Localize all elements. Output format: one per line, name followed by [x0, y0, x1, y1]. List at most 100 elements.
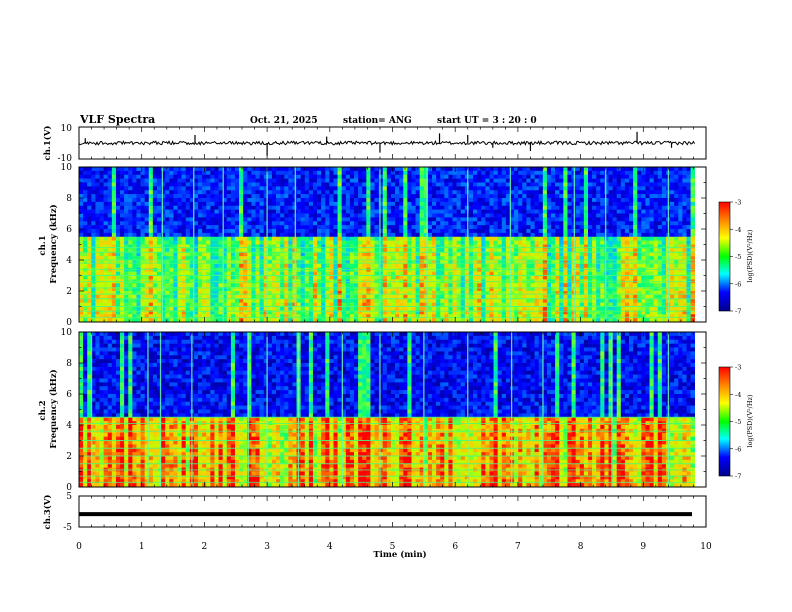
spectrogram-cell — [276, 232, 281, 238]
spectrogram-cell — [206, 267, 211, 272]
spectrogram-cell — [292, 186, 297, 191]
spectrogram-cell — [575, 221, 581, 226]
spectrogram-cell — [395, 283, 400, 288]
spectrogram-cell — [124, 298, 129, 303]
spectrogram-cell — [259, 244, 265, 249]
spectrogram-cell — [300, 318, 306, 323]
spectrogram-cell — [181, 252, 187, 257]
spectrogram-cell — [271, 256, 277, 261]
spectrogram-cell — [259, 194, 265, 199]
spectrogram-cell — [193, 287, 199, 292]
spectrogram-cell — [362, 310, 367, 315]
spectrogram-cell — [485, 248, 490, 253]
spectrogram-cell — [132, 275, 137, 280]
spectrogram-cell — [415, 217, 420, 222]
spectrogram-cell — [382, 213, 388, 218]
spectrogram-cell — [214, 194, 219, 199]
spectrogram-cell — [460, 190, 466, 195]
spectrogram-cell — [210, 201, 215, 207]
spectrogram-cell — [218, 174, 223, 179]
spectrogram-cell — [366, 170, 371, 176]
spectrogram-cell — [436, 302, 441, 307]
spectrogram-cell — [440, 298, 445, 303]
spectrogram-cell — [485, 310, 490, 315]
spectrogram-cell — [473, 275, 478, 280]
spectrogram-cell — [210, 186, 215, 191]
spectrogram-cell — [124, 194, 129, 199]
spectrogram-cell — [132, 217, 137, 222]
spectrogram-cell — [407, 174, 412, 179]
spectrogram-cell — [136, 205, 141, 210]
spectrogram-cell — [345, 302, 351, 307]
spectrogram-cell — [386, 248, 392, 253]
spectrogram-cell — [436, 275, 441, 280]
spectrogram-cell — [345, 167, 351, 172]
spectrogram-cell — [259, 291, 265, 296]
spectrogram-cell — [390, 190, 396, 195]
spectrogram-cell — [120, 232, 125, 238]
spectrogram-cell — [358, 260, 363, 265]
spectrogram-cell — [83, 178, 88, 183]
spectrogram-cell — [329, 186, 334, 191]
spectrogram-cell — [485, 260, 490, 265]
spectrogram-cell — [423, 167, 429, 172]
spectrogram-cell — [403, 221, 408, 226]
spectrogram-cell — [193, 302, 199, 307]
spectrogram-cell — [460, 263, 466, 269]
spectrogram-cell — [452, 221, 457, 226]
spectrogram-cell — [349, 256, 355, 261]
spectrogram-cell — [423, 302, 429, 307]
spectrogram-cell — [538, 213, 544, 218]
spectrogram-cell — [468, 263, 474, 269]
spectrogram-cell — [362, 271, 367, 276]
spectrogram-cell — [214, 174, 219, 179]
spectrogram-cell — [518, 194, 523, 199]
spectrogram-cell — [386, 194, 392, 199]
spectrogram-cell — [501, 178, 507, 183]
spectrogram-cell — [198, 248, 203, 253]
spectrogram-cell — [510, 310, 515, 315]
spectrogram-cell — [312, 170, 318, 176]
spectrogram-cell — [193, 186, 199, 191]
spectrogram-cell — [181, 263, 187, 269]
spectrogram-cell — [226, 170, 232, 176]
spectrogram-cell — [444, 252, 449, 257]
spectrogram-cell — [243, 263, 248, 269]
spectrogram-cell — [239, 225, 244, 230]
spectrogram-cell — [206, 240, 211, 245]
spectrogram-cell — [128, 294, 133, 300]
spectrogram-cell — [349, 232, 355, 238]
spectrogram-cell — [514, 291, 519, 296]
spectrogram-cell — [411, 209, 416, 214]
spectrogram-cell — [99, 310, 104, 315]
spectrogram-cell — [403, 298, 408, 303]
spectrogram-cell — [468, 198, 474, 203]
spectrogram-cell — [181, 287, 187, 292]
spectrogram-cell — [193, 170, 199, 176]
spectrogram-cell — [501, 318, 507, 323]
spectrogram-cell — [489, 174, 494, 179]
spectrogram-cell — [325, 182, 330, 187]
spectrogram-cell — [534, 275, 540, 280]
spectrogram-cell — [390, 287, 396, 292]
spectrogram-cell — [563, 318, 568, 323]
spectrogram-cell — [83, 252, 88, 257]
spectrogram-cell — [358, 263, 363, 269]
spectrogram-cell — [267, 263, 273, 269]
spectrogram-cell — [386, 209, 392, 214]
spectrogram-cell — [284, 178, 289, 183]
spectrogram-cell — [464, 225, 470, 230]
spectrogram-cell — [522, 186, 527, 191]
spectrogram-cell — [399, 260, 404, 265]
spectrogram-cell — [399, 209, 404, 214]
spectrogram-cell — [427, 209, 433, 214]
spectrogram-cell — [284, 236, 289, 241]
spectrogram-cell — [403, 167, 408, 172]
spectrogram-cell — [505, 283, 511, 288]
spectrogram-cell — [419, 267, 425, 272]
spectrogram-cell — [300, 198, 306, 203]
spectrogram-cell — [124, 310, 129, 315]
spectrogram-cell — [300, 217, 306, 222]
spectrogram-cell — [452, 205, 457, 210]
spectrogram-cell — [551, 236, 556, 241]
